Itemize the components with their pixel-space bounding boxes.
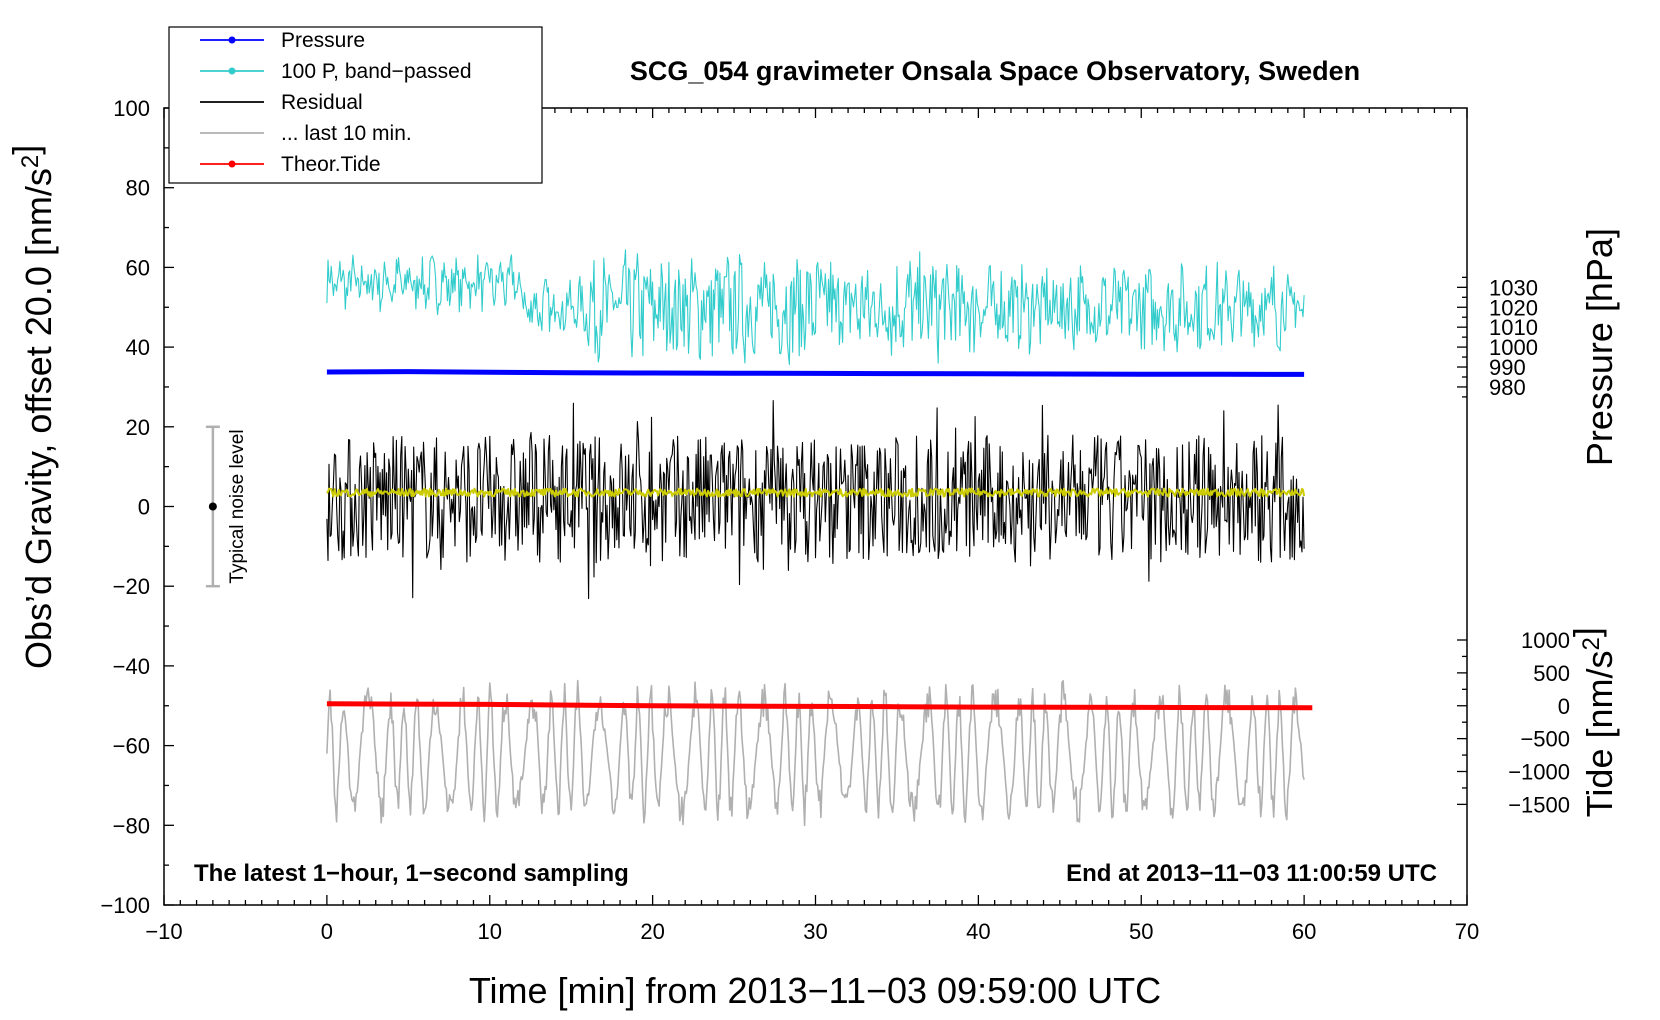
y-tick-label: 100: [113, 96, 150, 121]
legend-marker: [228, 67, 236, 75]
legend-label: Residual: [281, 91, 363, 114]
pressure-tick-label: 980: [1489, 375, 1526, 400]
y-axis-left: 100 80 60 40 20 0 −20 −40 −60 −80 −100: [100, 96, 174, 918]
x-axis-title: Time [min] from 2013−11−03 09:59:00 UTC: [469, 970, 1161, 1011]
pressure-axis-title: Pressure [hPa]: [1579, 228, 1620, 466]
series-layer: [326, 249, 1313, 827]
x-tick-label: 40: [966, 919, 990, 944]
residual-series: [326, 399, 1305, 600]
chart-title: SCG_054 gravimeter Onsala Space Observat…: [630, 56, 1360, 86]
y-tick-label: −60: [113, 734, 150, 759]
noise-bar: Typical noise level: [205, 425, 248, 588]
x-tick-label: 0: [321, 919, 333, 944]
pressure-bandpassed-series: [326, 249, 1305, 366]
legend-label: Theor.Tide: [281, 153, 381, 176]
residual-smoothed-series: [326, 487, 1306, 498]
x-tick-label: 60: [1292, 919, 1316, 944]
legend-box: [168, 26, 543, 184]
legend-marker: [228, 36, 236, 44]
pressure-series: [326, 369, 1305, 377]
y-axis-tide: 1000 500 0 −500 −1000 −1500: [1457, 628, 1570, 817]
legend-marker: [228, 160, 236, 168]
tide-tick-label: 1000: [1521, 628, 1570, 653]
x-tick-label: 10: [478, 919, 502, 944]
y-tick-label: 20: [126, 415, 150, 440]
y-tick-label: −100: [100, 893, 150, 918]
pressure-tick-label: 1030: [1489, 275, 1538, 300]
tide-tick-label: 0: [1558, 694, 1570, 719]
y-tick-label: −20: [113, 574, 150, 599]
legend: Pressure 100 P, band−passed Residual ... la…: [168, 26, 543, 184]
annotation-end-time: End at 2013−11−03 11:00:59 UTC: [1066, 860, 1437, 887]
y-axis-title: Obs’d Gravity, offset 20.0 [nm/s2]: [5, 145, 59, 669]
pressure-tick-label: 1020: [1489, 295, 1538, 320]
legend-label: ... last 10 min.: [281, 122, 412, 145]
pressure-tick-label: 1010: [1489, 315, 1538, 340]
legend-label: Pressure: [281, 29, 365, 52]
noise-bar-center-dot: [208, 502, 217, 511]
legend-label: 100 P, band−passed: [281, 60, 472, 83]
x-tick-label: 70: [1455, 919, 1479, 944]
tide-series: [326, 701, 1313, 711]
noise-bar-label: Typical noise level: [227, 429, 248, 583]
tide-tick-label: −1500: [1508, 792, 1570, 817]
annotation-sampling: The latest 1−hour, 1−second sampling: [194, 860, 629, 887]
last-10-min-series: [326, 679, 1305, 827]
x-tick-label: 20: [640, 919, 664, 944]
y-tick-label: 0: [138, 495, 150, 520]
tide-tick-label: 500: [1533, 661, 1570, 686]
pressure-tick-label: 1000: [1489, 335, 1538, 360]
y-tick-label: −40: [113, 654, 150, 679]
pressure-tick-label: 990: [1489, 355, 1526, 380]
tide-axis-title: Tide [nm/s2]: [1566, 627, 1620, 817]
tide-tick-label: −1000: [1508, 760, 1570, 785]
x-tick-label: 30: [803, 919, 827, 944]
y-tick-label: −80: [113, 813, 150, 838]
y-tick-label: 40: [126, 335, 150, 360]
y-tick-label: 80: [126, 176, 150, 201]
x-tick-label: 50: [1129, 919, 1153, 944]
y-tick-label: 60: [126, 255, 150, 280]
x-tick-label: −10: [145, 919, 182, 944]
tide-tick-label: −500: [1520, 727, 1570, 752]
